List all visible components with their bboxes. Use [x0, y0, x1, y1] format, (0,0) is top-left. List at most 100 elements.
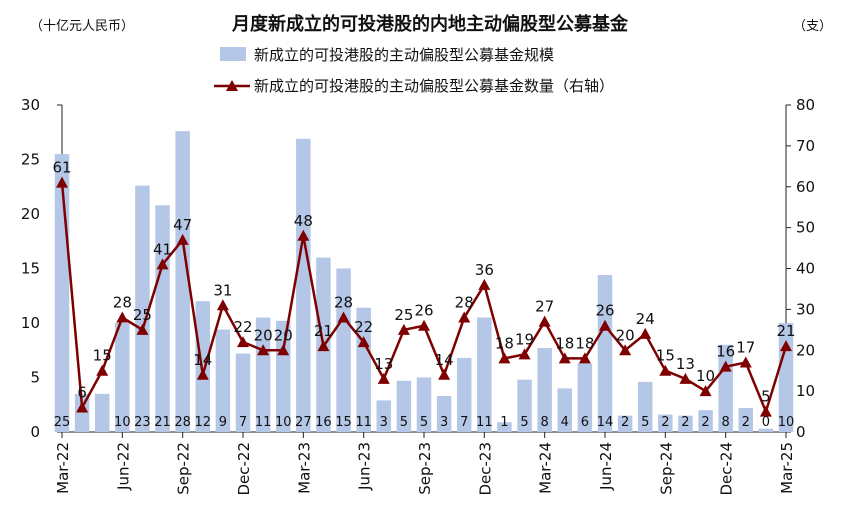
line-marker [538, 315, 551, 327]
y-left-tick-label: 25 [21, 151, 40, 169]
bar-value-label: 0 [762, 415, 770, 430]
line-marker [639, 327, 652, 339]
y-right-tick-label: 80 [796, 96, 815, 114]
line-value-label: 10 [696, 367, 715, 385]
line-value-label: 15 [93, 347, 112, 365]
bar-value-label: 15 [335, 415, 352, 430]
line-series [60, 182, 788, 416]
bar [296, 138, 311, 433]
line-marker [156, 258, 169, 270]
bar [557, 388, 573, 432]
bar-value-label: 3 [440, 415, 448, 430]
bar [497, 422, 512, 432]
bar-value-label: 11 [255, 415, 272, 430]
y-right-tick-label: 70 [796, 137, 815, 155]
y-right-tick-label: 50 [796, 219, 815, 237]
line-value-label: 27 [535, 298, 554, 316]
bar-value-label: 14 [597, 415, 614, 430]
bar [678, 415, 693, 432]
bar [255, 317, 271, 432]
line-marker [176, 233, 189, 245]
line-value-label: 19 [515, 330, 534, 348]
bar-value-label: 3 [380, 415, 388, 430]
line-value-label: 48 [294, 212, 313, 230]
line-value-label: 14 [193, 351, 212, 369]
line-value-label: 20 [274, 326, 293, 344]
y-right-tick-label: 10 [796, 382, 815, 400]
bar-value-label: 4 [561, 415, 569, 430]
line-value-label: 18 [495, 334, 514, 352]
line-marker [458, 311, 471, 323]
line-marker [116, 311, 129, 323]
bar [637, 381, 653, 432]
line-value-label: 16 [716, 343, 735, 361]
line-marker [719, 360, 732, 372]
bar [738, 408, 754, 432]
x-tick-label: Mar-23 [295, 442, 313, 494]
bar [115, 323, 130, 432]
line-marker [699, 385, 712, 397]
bar-value-label: 10 [114, 415, 131, 430]
bar-value-label: 16 [315, 415, 332, 430]
line-marker [56, 176, 68, 188]
line-marker [257, 344, 270, 356]
line-marker [196, 368, 209, 380]
bar [456, 357, 472, 432]
chart-title: 月度新成立的可投港股的内地主动偏股型公募基金 [231, 13, 629, 35]
bar-value-label: 25 [54, 415, 71, 430]
line-value-label: 13 [676, 355, 695, 373]
bar-value-label: 27 [295, 415, 312, 430]
legend-bar-swatch [220, 47, 246, 61]
bar [94, 393, 110, 432]
line-value-label: 18 [575, 334, 594, 352]
y-right-tick-label: 30 [796, 300, 815, 318]
x-tick-label: Dec-22 [235, 442, 253, 496]
bar [215, 329, 231, 432]
bar-value-label: 5 [641, 415, 649, 430]
bar-value-label: 21 [154, 415, 171, 430]
y-right-tick-label: 40 [796, 260, 815, 278]
line-value-label: 17 [736, 339, 755, 357]
bar [617, 415, 633, 432]
line-marker [599, 319, 611, 331]
bar [477, 317, 492, 432]
x-tick-label: Mar-25 [778, 442, 796, 494]
bar [517, 379, 532, 432]
line-value-label: 28 [334, 294, 353, 312]
bar [376, 400, 392, 432]
line-value-label: 22 [354, 318, 373, 336]
line-marker [237, 336, 249, 348]
line-value-label: 13 [374, 355, 393, 373]
bar [175, 131, 190, 432]
line-marker [277, 344, 290, 356]
line-marker [136, 323, 149, 335]
line-value-label: 20 [254, 326, 273, 344]
bar [436, 396, 452, 432]
line-marker [317, 340, 330, 352]
y-left-tick-label: 15 [21, 260, 40, 278]
bar [235, 353, 251, 432]
x-tick-label: Dec-23 [476, 442, 494, 496]
bar [758, 428, 774, 432]
line-marker [438, 368, 451, 380]
line-value-label: 28 [455, 294, 474, 312]
bar-value-label: 6 [581, 415, 589, 430]
bar [537, 348, 552, 432]
bar [275, 320, 291, 432]
line-value-label: 28 [113, 294, 132, 312]
legend-line-label: 新成立的可投港股的主动偏股型公募基金数量（右轴） [254, 77, 614, 95]
bar-value-label: 10 [275, 415, 292, 430]
y-left-tick-label: 10 [21, 314, 40, 332]
line-value-label: 24 [636, 310, 655, 328]
bar [396, 380, 412, 432]
y-left-tick-label: 30 [21, 96, 40, 114]
line-marker [76, 401, 89, 413]
line-value-label: 22 [233, 318, 252, 336]
line-value-label: 25 [394, 306, 413, 324]
legend: 新成立的可投港股的主动偏股型公募基金规模 新成立的可投港股的主动偏股型公募基金数… [214, 46, 614, 95]
line-value-label: 41 [153, 240, 172, 258]
bar-value-label: 12 [195, 415, 212, 430]
x-tick-label: Sep-23 [416, 442, 434, 495]
bar-value-label: 9 [219, 415, 227, 430]
